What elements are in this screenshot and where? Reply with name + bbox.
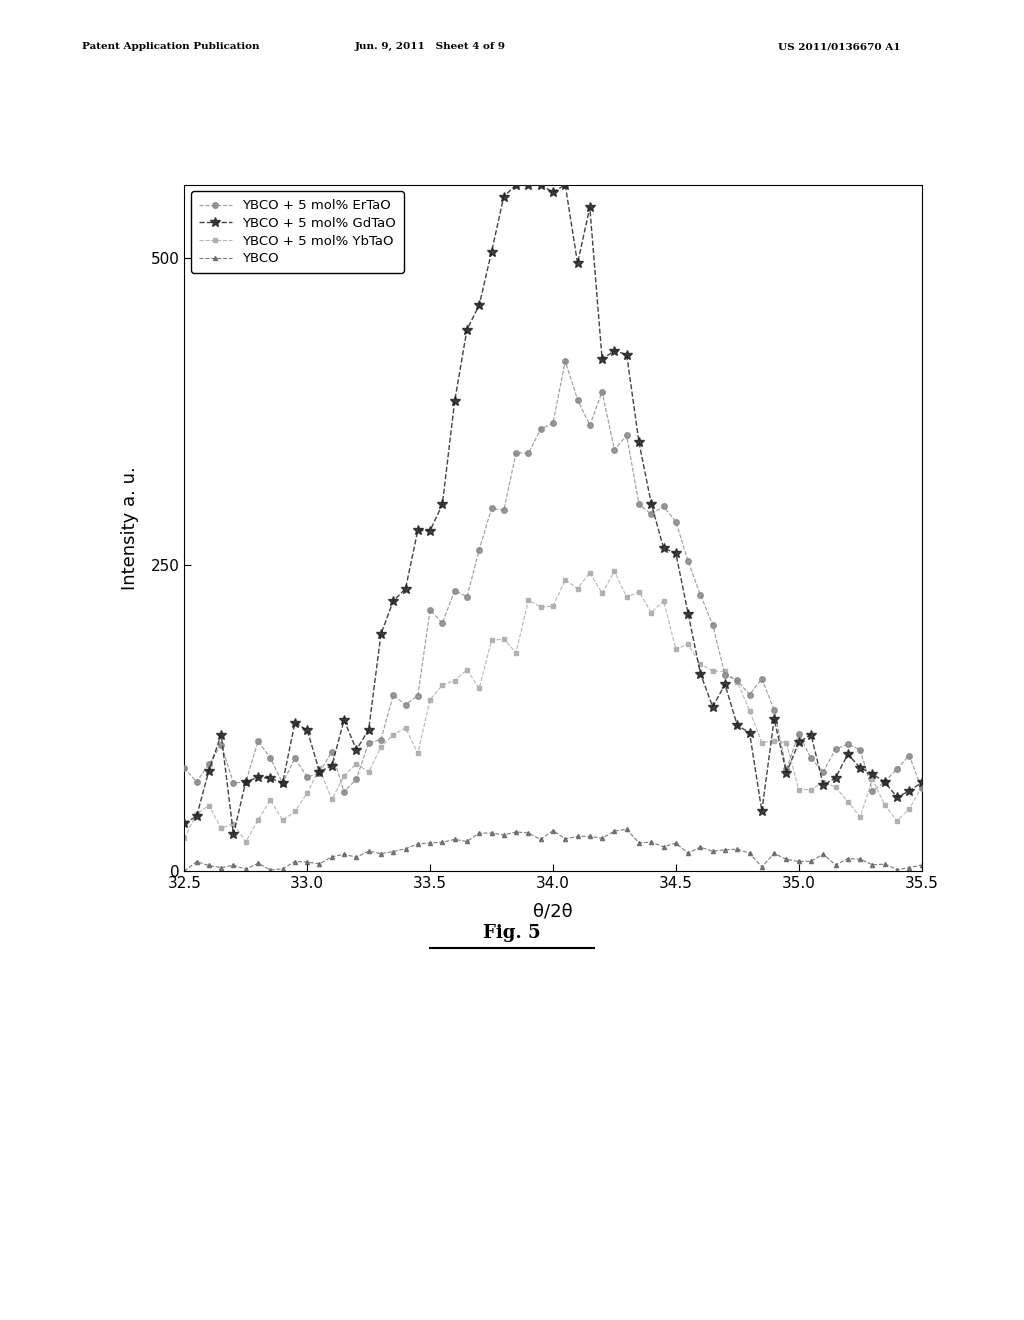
YBCO + 5 mol% YbTaO: [842, 793, 854, 809]
YBCO: [350, 849, 362, 865]
YBCO + 5 mol% GdTaO: [449, 393, 461, 409]
YBCO + 5 mol% ErTaO: [449, 583, 461, 599]
YBCO + 5 mol% YbTaO: [240, 834, 252, 850]
YBCO: [178, 863, 190, 879]
YBCO: [633, 834, 645, 850]
YBCO + 5 mol% ErTaO: [178, 760, 190, 776]
YBCO + 5 mol% GdTaO: [596, 351, 608, 367]
Line: YBCO + 5 mol% GdTaO: YBCO + 5 mol% GdTaO: [179, 180, 927, 840]
Line: YBCO + 5 mol% YbTaO: YBCO + 5 mol% YbTaO: [182, 569, 924, 843]
YBCO: [915, 857, 928, 873]
Legend: YBCO + 5 mol% ErTaO, YBCO + 5 mol% GdTaO, YBCO + 5 mol% YbTaO, YBCO: YBCO + 5 mol% ErTaO, YBCO + 5 mol% GdTaO…: [190, 191, 404, 273]
Line: YBCO: YBCO: [182, 828, 924, 874]
YBCO + 5 mol% GdTaO: [362, 722, 375, 738]
YBCO: [436, 834, 449, 850]
YBCO + 5 mol% YbTaO: [915, 779, 928, 795]
YBCO + 5 mol% GdTaO: [227, 826, 240, 842]
YBCO + 5 mol% YbTaO: [645, 605, 657, 620]
YBCO + 5 mol% GdTaO: [842, 746, 854, 762]
YBCO + 5 mol% GdTaO: [338, 713, 350, 729]
Text: Fig. 5: Fig. 5: [483, 924, 541, 942]
Line: YBCO + 5 mol% ErTaO: YBCO + 5 mol% ErTaO: [181, 358, 925, 795]
YBCO: [621, 821, 633, 837]
YBCO + 5 mol% ErTaO: [338, 784, 350, 800]
YBCO + 5 mol% YbTaO: [362, 764, 375, 780]
YBCO + 5 mol% YbTaO: [338, 768, 350, 784]
YBCO + 5 mol% YbTaO: [608, 564, 621, 579]
YBCO: [571, 829, 584, 845]
YBCO + 5 mol% ErTaO: [915, 780, 928, 796]
YBCO + 5 mol% GdTaO: [645, 496, 657, 512]
X-axis label: θ/2θ: θ/2θ: [534, 902, 572, 920]
Text: Patent Application Publication: Patent Application Publication: [82, 42, 259, 51]
YBCO + 5 mol% YbTaO: [449, 673, 461, 689]
YBCO + 5 mol% GdTaO: [178, 816, 190, 832]
YBCO + 5 mol% ErTaO: [596, 384, 608, 400]
YBCO + 5 mol% ErTaO: [362, 735, 375, 751]
YBCO + 5 mol% YbTaO: [178, 830, 190, 846]
Text: US 2011/0136670 A1: US 2011/0136670 A1: [778, 42, 901, 51]
YBCO: [829, 857, 842, 873]
YBCO + 5 mol% YbTaO: [584, 565, 596, 581]
YBCO + 5 mol% GdTaO: [510, 177, 522, 193]
YBCO + 5 mol% ErTaO: [559, 354, 571, 370]
YBCO + 5 mol% ErTaO: [326, 743, 338, 759]
Text: Jun. 9, 2011   Sheet 4 of 9: Jun. 9, 2011 Sheet 4 of 9: [354, 42, 506, 51]
YBCO + 5 mol% ErTaO: [842, 737, 854, 752]
YBCO + 5 mol% GdTaO: [915, 775, 928, 791]
YBCO + 5 mol% ErTaO: [645, 507, 657, 523]
YBCO: [326, 849, 338, 865]
Y-axis label: Intensity a. u.: Intensity a. u.: [122, 466, 139, 590]
